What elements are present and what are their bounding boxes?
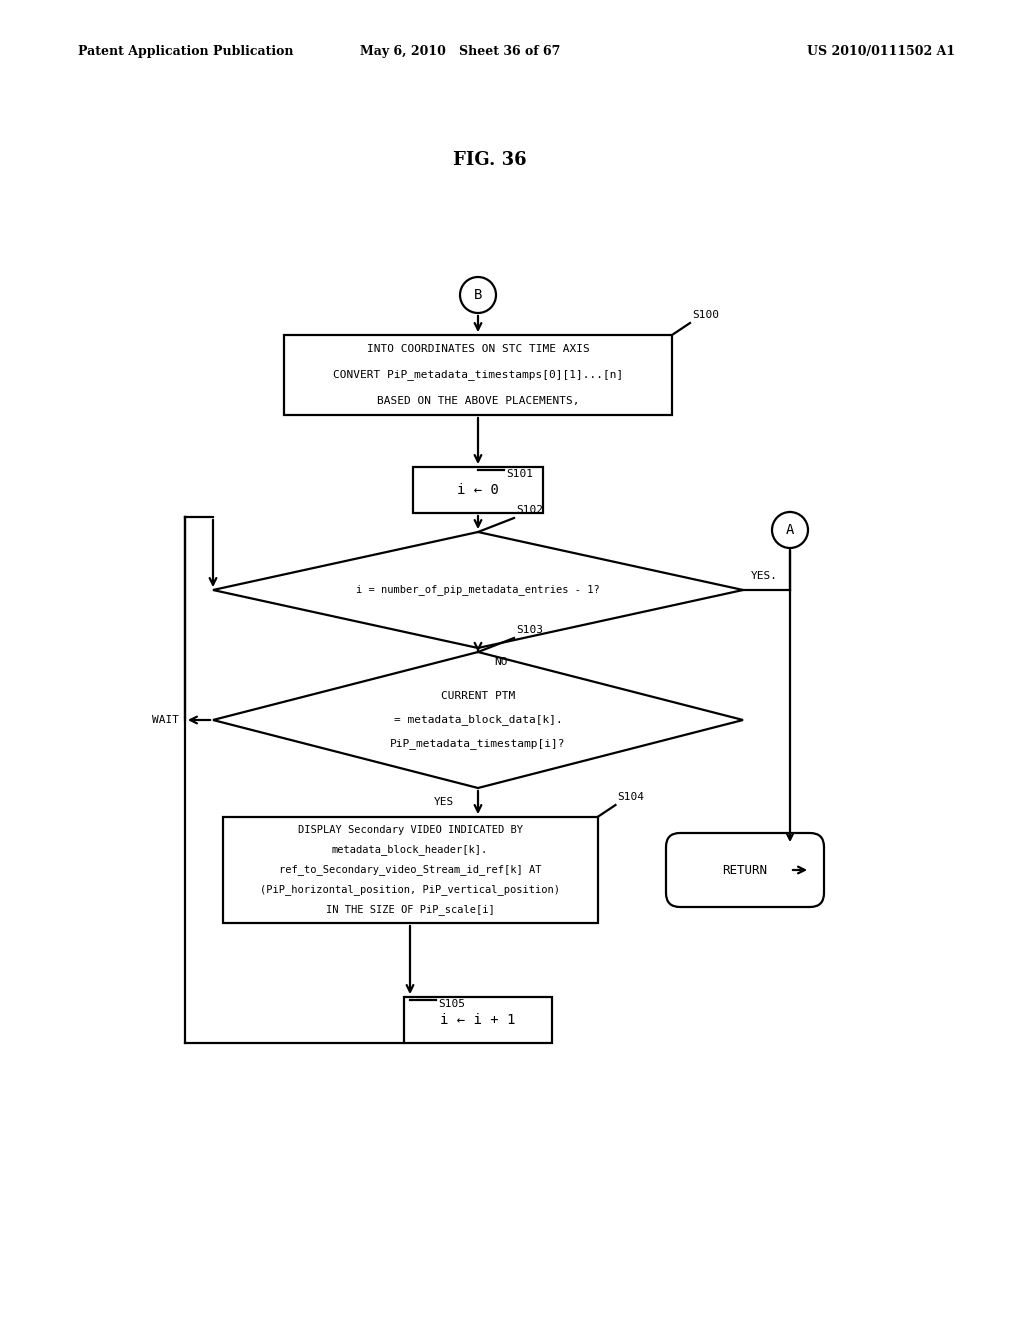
Text: S103: S103 (516, 624, 543, 635)
Text: Patent Application Publication: Patent Application Publication (78, 45, 294, 58)
Text: CONVERT PiP_metadata_timestamps[0][1]...[n]: CONVERT PiP_metadata_timestamps[0][1]...… (333, 370, 624, 380)
Text: S101: S101 (506, 469, 534, 479)
Text: WAIT: WAIT (152, 715, 179, 725)
Text: INTO COORDINATES ON STC TIME AXIS: INTO COORDINATES ON STC TIME AXIS (367, 345, 590, 354)
Text: (PiP_horizontal_position, PiP_vertical_position): (PiP_horizontal_position, PiP_vertical_p… (260, 884, 560, 895)
Text: YES: YES (434, 797, 454, 807)
Text: YES.: YES. (751, 572, 778, 581)
Text: i ← 0: i ← 0 (457, 483, 499, 498)
Text: US 2010/0111502 A1: US 2010/0111502 A1 (807, 45, 955, 58)
Text: S104: S104 (617, 792, 644, 803)
Bar (404, 997, 552, 1043)
Text: S102: S102 (516, 506, 543, 515)
Text: FIG. 36: FIG. 36 (454, 150, 526, 169)
Text: BASED ON THE ABOVE PLACEMENTS,: BASED ON THE ABOVE PLACEMENTS, (377, 396, 580, 407)
Text: metadata_block_header[k].: metadata_block_header[k]. (332, 845, 488, 855)
Text: IN THE SIZE OF PiP_scale[i]: IN THE SIZE OF PiP_scale[i] (326, 904, 495, 916)
FancyBboxPatch shape (666, 833, 824, 907)
Bar (222, 817, 597, 923)
Text: PiP_metadata_timestamp[i]?: PiP_metadata_timestamp[i]? (390, 739, 565, 750)
Bar (413, 467, 543, 513)
Text: NO: NO (494, 657, 508, 667)
Text: S100: S100 (692, 310, 719, 319)
Circle shape (772, 512, 808, 548)
Polygon shape (213, 532, 743, 648)
Polygon shape (213, 652, 743, 788)
Text: i = number_of_pip_metadata_entries - 1?: i = number_of_pip_metadata_entries - 1? (356, 585, 600, 595)
Text: B: B (474, 288, 482, 302)
Text: DISPLAY Secondary VIDEO INDICATED BY: DISPLAY Secondary VIDEO INDICATED BY (298, 825, 522, 836)
Text: = metadata_block_data[k].: = metadata_block_data[k]. (393, 714, 562, 726)
Text: May 6, 2010   Sheet 36 of 67: May 6, 2010 Sheet 36 of 67 (359, 45, 560, 58)
Circle shape (460, 277, 496, 313)
Text: i ← i + 1: i ← i + 1 (440, 1012, 516, 1027)
Text: RETURN: RETURN (723, 863, 768, 876)
Bar (284, 335, 672, 414)
Text: S105: S105 (438, 999, 465, 1008)
Text: ref_to_Secondary_video_Stream_id_ref[k] AT: ref_to_Secondary_video_Stream_id_ref[k] … (279, 865, 542, 875)
Text: CURRENT PTM: CURRENT PTM (441, 690, 515, 701)
Text: A: A (785, 523, 795, 537)
